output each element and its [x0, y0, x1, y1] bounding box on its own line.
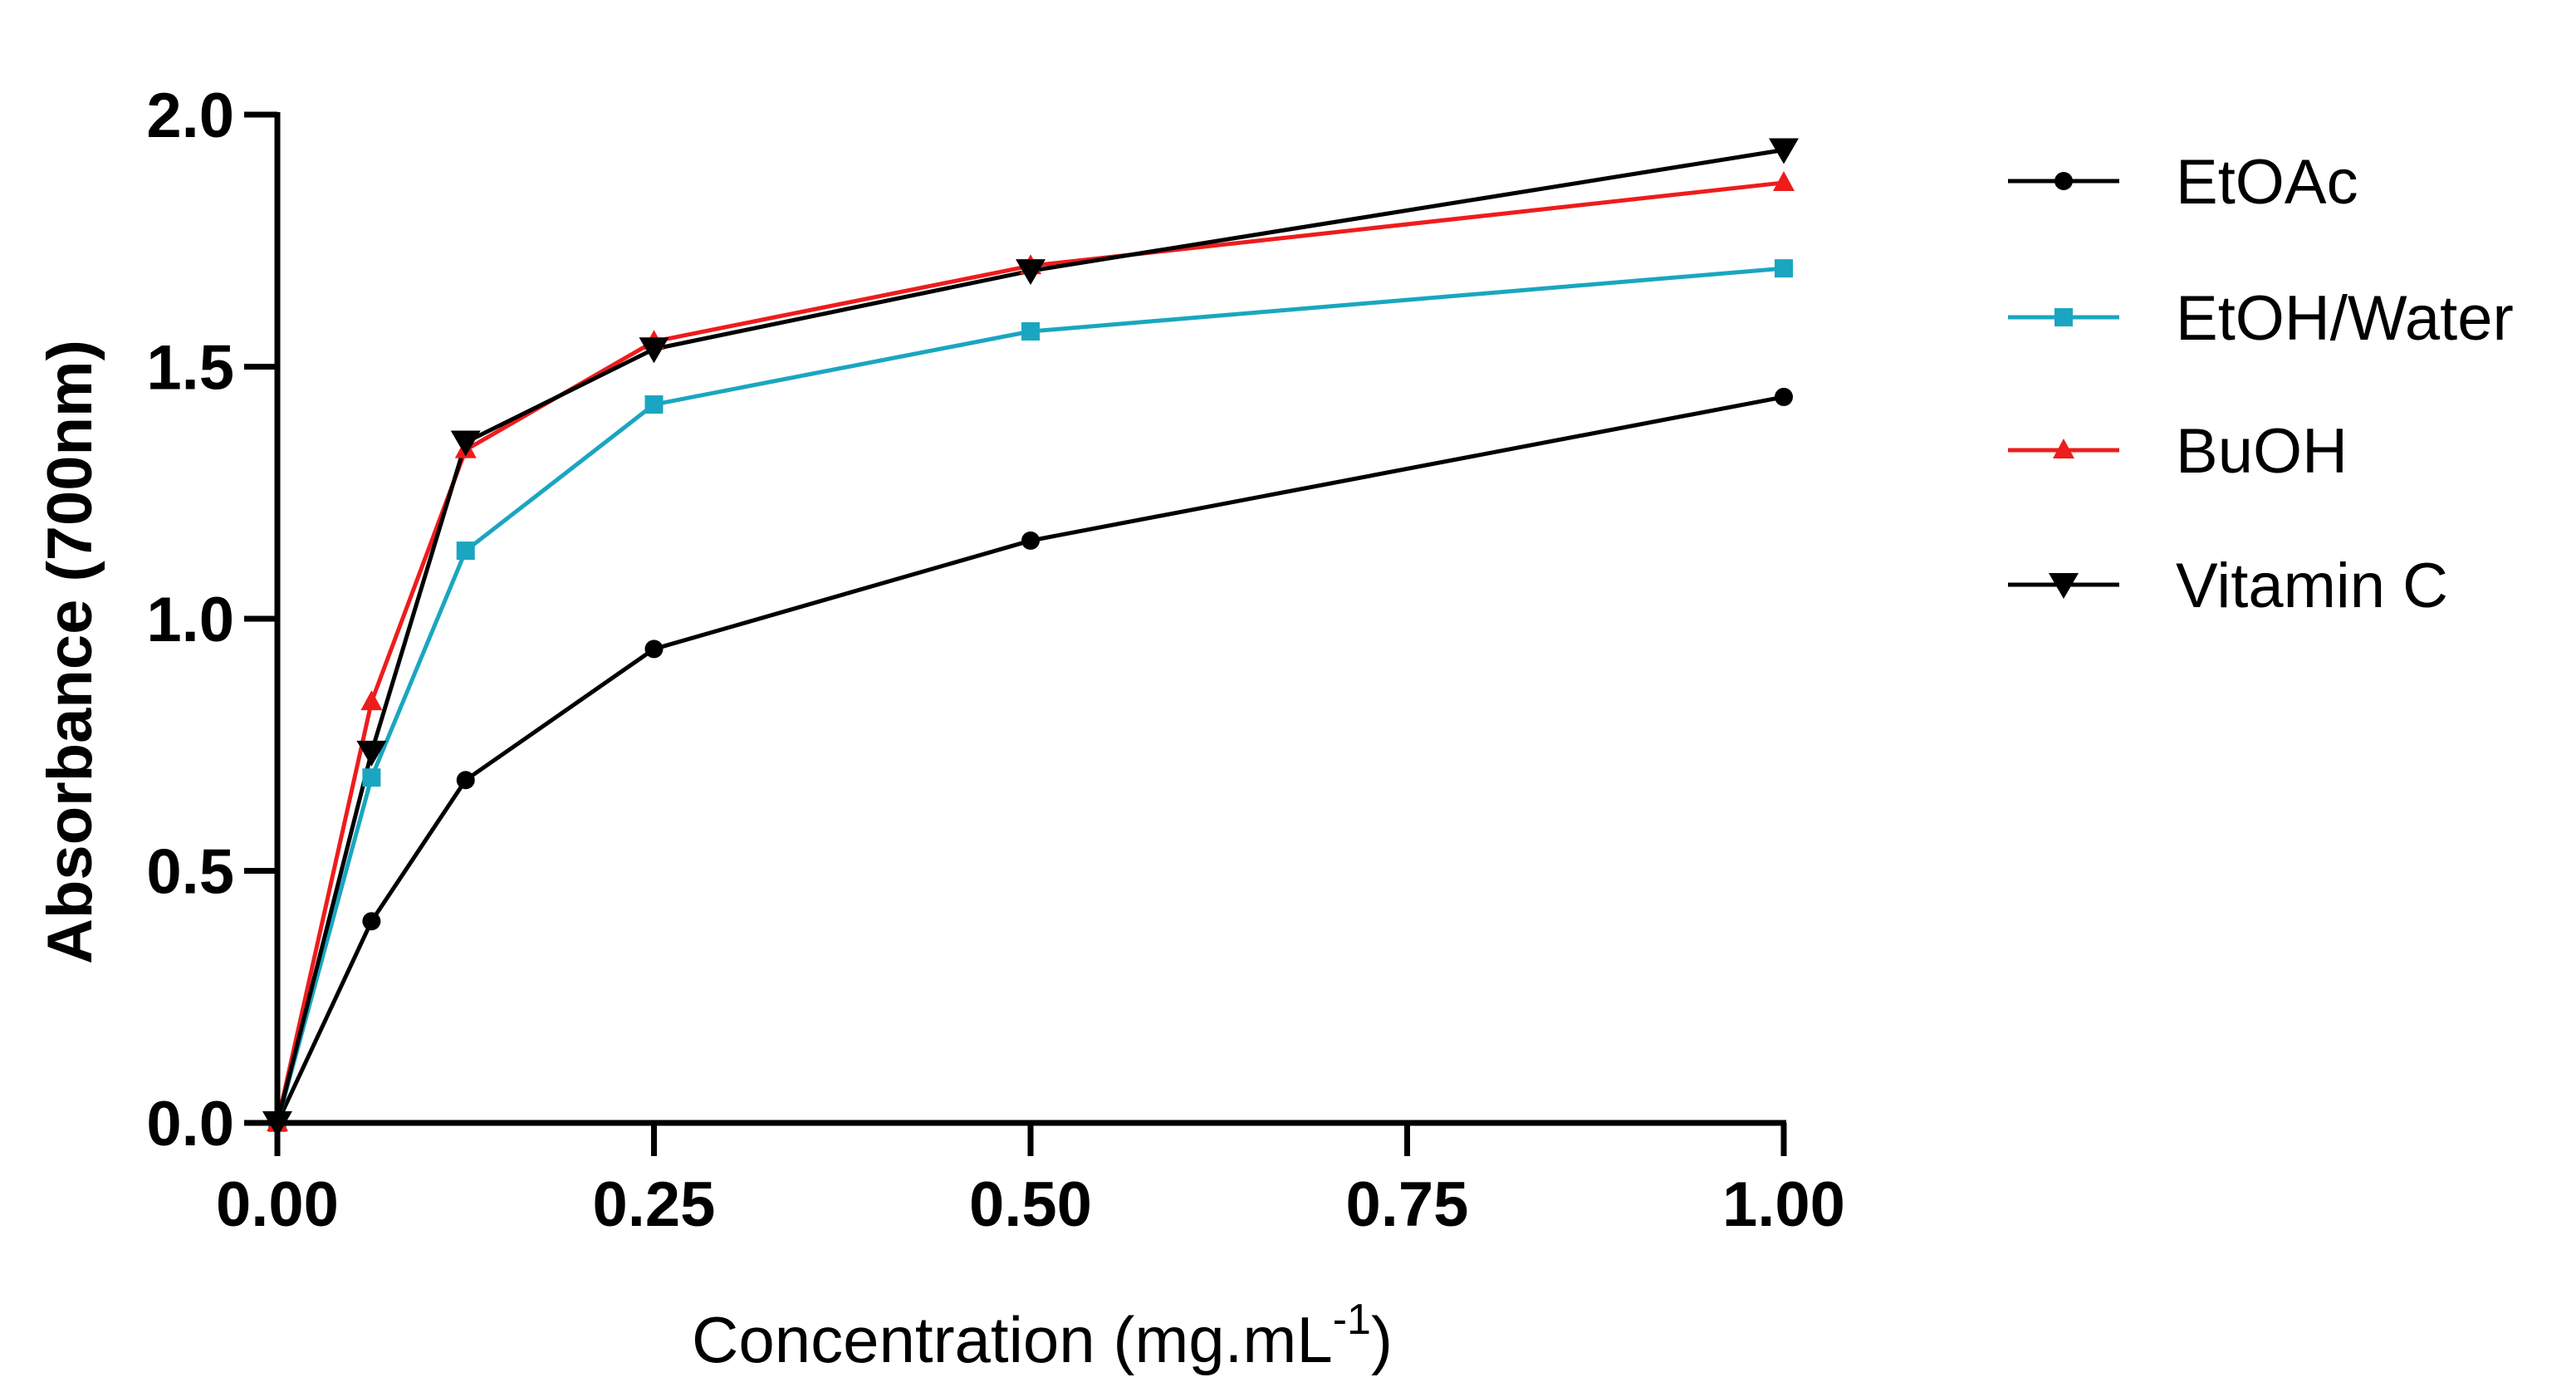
data-point-vitamin-c — [450, 430, 481, 457]
data-point-vitamin-c — [639, 337, 669, 364]
legend-swatch-marker — [2054, 308, 2073, 326]
legend-swatch-marker — [2053, 439, 2074, 458]
data-point-etoac — [362, 912, 381, 931]
legend: EtOAc EtOH/Water BuOH Vitamin C — [2008, 147, 2514, 621]
data-point-etoh-water — [456, 542, 475, 561]
series-line-etoac — [275, 395, 1785, 1125]
y-tick-label: 2.0 — [146, 81, 234, 151]
legend-label: Vitamin C — [2176, 551, 2448, 621]
y-axis-title: Absorbance (700nm) — [35, 340, 105, 964]
y-tick-label: 1.0 — [146, 585, 234, 655]
data-point-etoac — [1775, 387, 1793, 406]
x-axis-title-main: Concentration (mg.mL — [692, 1303, 1333, 1376]
data-point-etoac — [456, 771, 475, 790]
data-point-etoh-water — [1021, 322, 1040, 341]
series-lines — [275, 148, 1785, 1125]
series-line-vitamin-c — [275, 148, 1785, 1124]
data-point-etoac — [1021, 531, 1040, 550]
x-ticks: 0.00 0.25 0.50 0.75 1.00 — [216, 1123, 1845, 1240]
x-axis-title: Concentration (mg.mL-1) — [692, 1296, 1393, 1376]
legend-label: EtOH/Water — [2176, 283, 2514, 354]
data-point-vitamin-c — [1016, 259, 1046, 286]
data-point-vitamin-c — [356, 740, 387, 767]
series-line-etoh-water — [275, 266, 1785, 1124]
x-axis-title-suffix: ) — [1371, 1303, 1393, 1376]
legend-item-buoh: BuOH — [2008, 416, 2348, 487]
legend-swatch-marker — [2049, 573, 2079, 599]
legend-label: BuOH — [2176, 416, 2348, 487]
legend-swatch-marker — [2054, 172, 2073, 190]
x-tick-label: 1.00 — [1722, 1169, 1845, 1240]
y-tick-label: 0.0 — [146, 1089, 234, 1159]
legend-label: EtOAc — [2176, 147, 2358, 218]
x-tick-label: 0.00 — [216, 1169, 339, 1240]
y-tick-label: 0.5 — [146, 837, 234, 908]
x-tick-label: 0.75 — [1346, 1169, 1469, 1240]
y-ticks: 0.0 0.5 1.0 1.5 2.0 — [146, 81, 277, 1159]
x-axis-title-superscript: -1 — [1333, 1296, 1371, 1344]
y-tick-label: 1.5 — [146, 333, 234, 404]
x-tick-label: 0.25 — [593, 1169, 716, 1240]
data-point-buoh — [360, 690, 383, 711]
x-tick-label: 0.50 — [969, 1169, 1092, 1240]
legend-item-vitamin-c: Vitamin C — [2008, 551, 2448, 621]
data-point-etoh-water — [1775, 259, 1793, 278]
data-point-etoh-water — [644, 395, 664, 414]
legend-item-etoh-water: EtOH/Water — [2008, 283, 2514, 354]
data-point-etoac — [644, 640, 664, 659]
data-point-etoh-water — [362, 768, 381, 787]
data-point-vitamin-c — [1769, 138, 1799, 164]
data-point-buoh — [1773, 170, 1795, 191]
legend-item-etoac: EtOAc — [2008, 147, 2358, 218]
